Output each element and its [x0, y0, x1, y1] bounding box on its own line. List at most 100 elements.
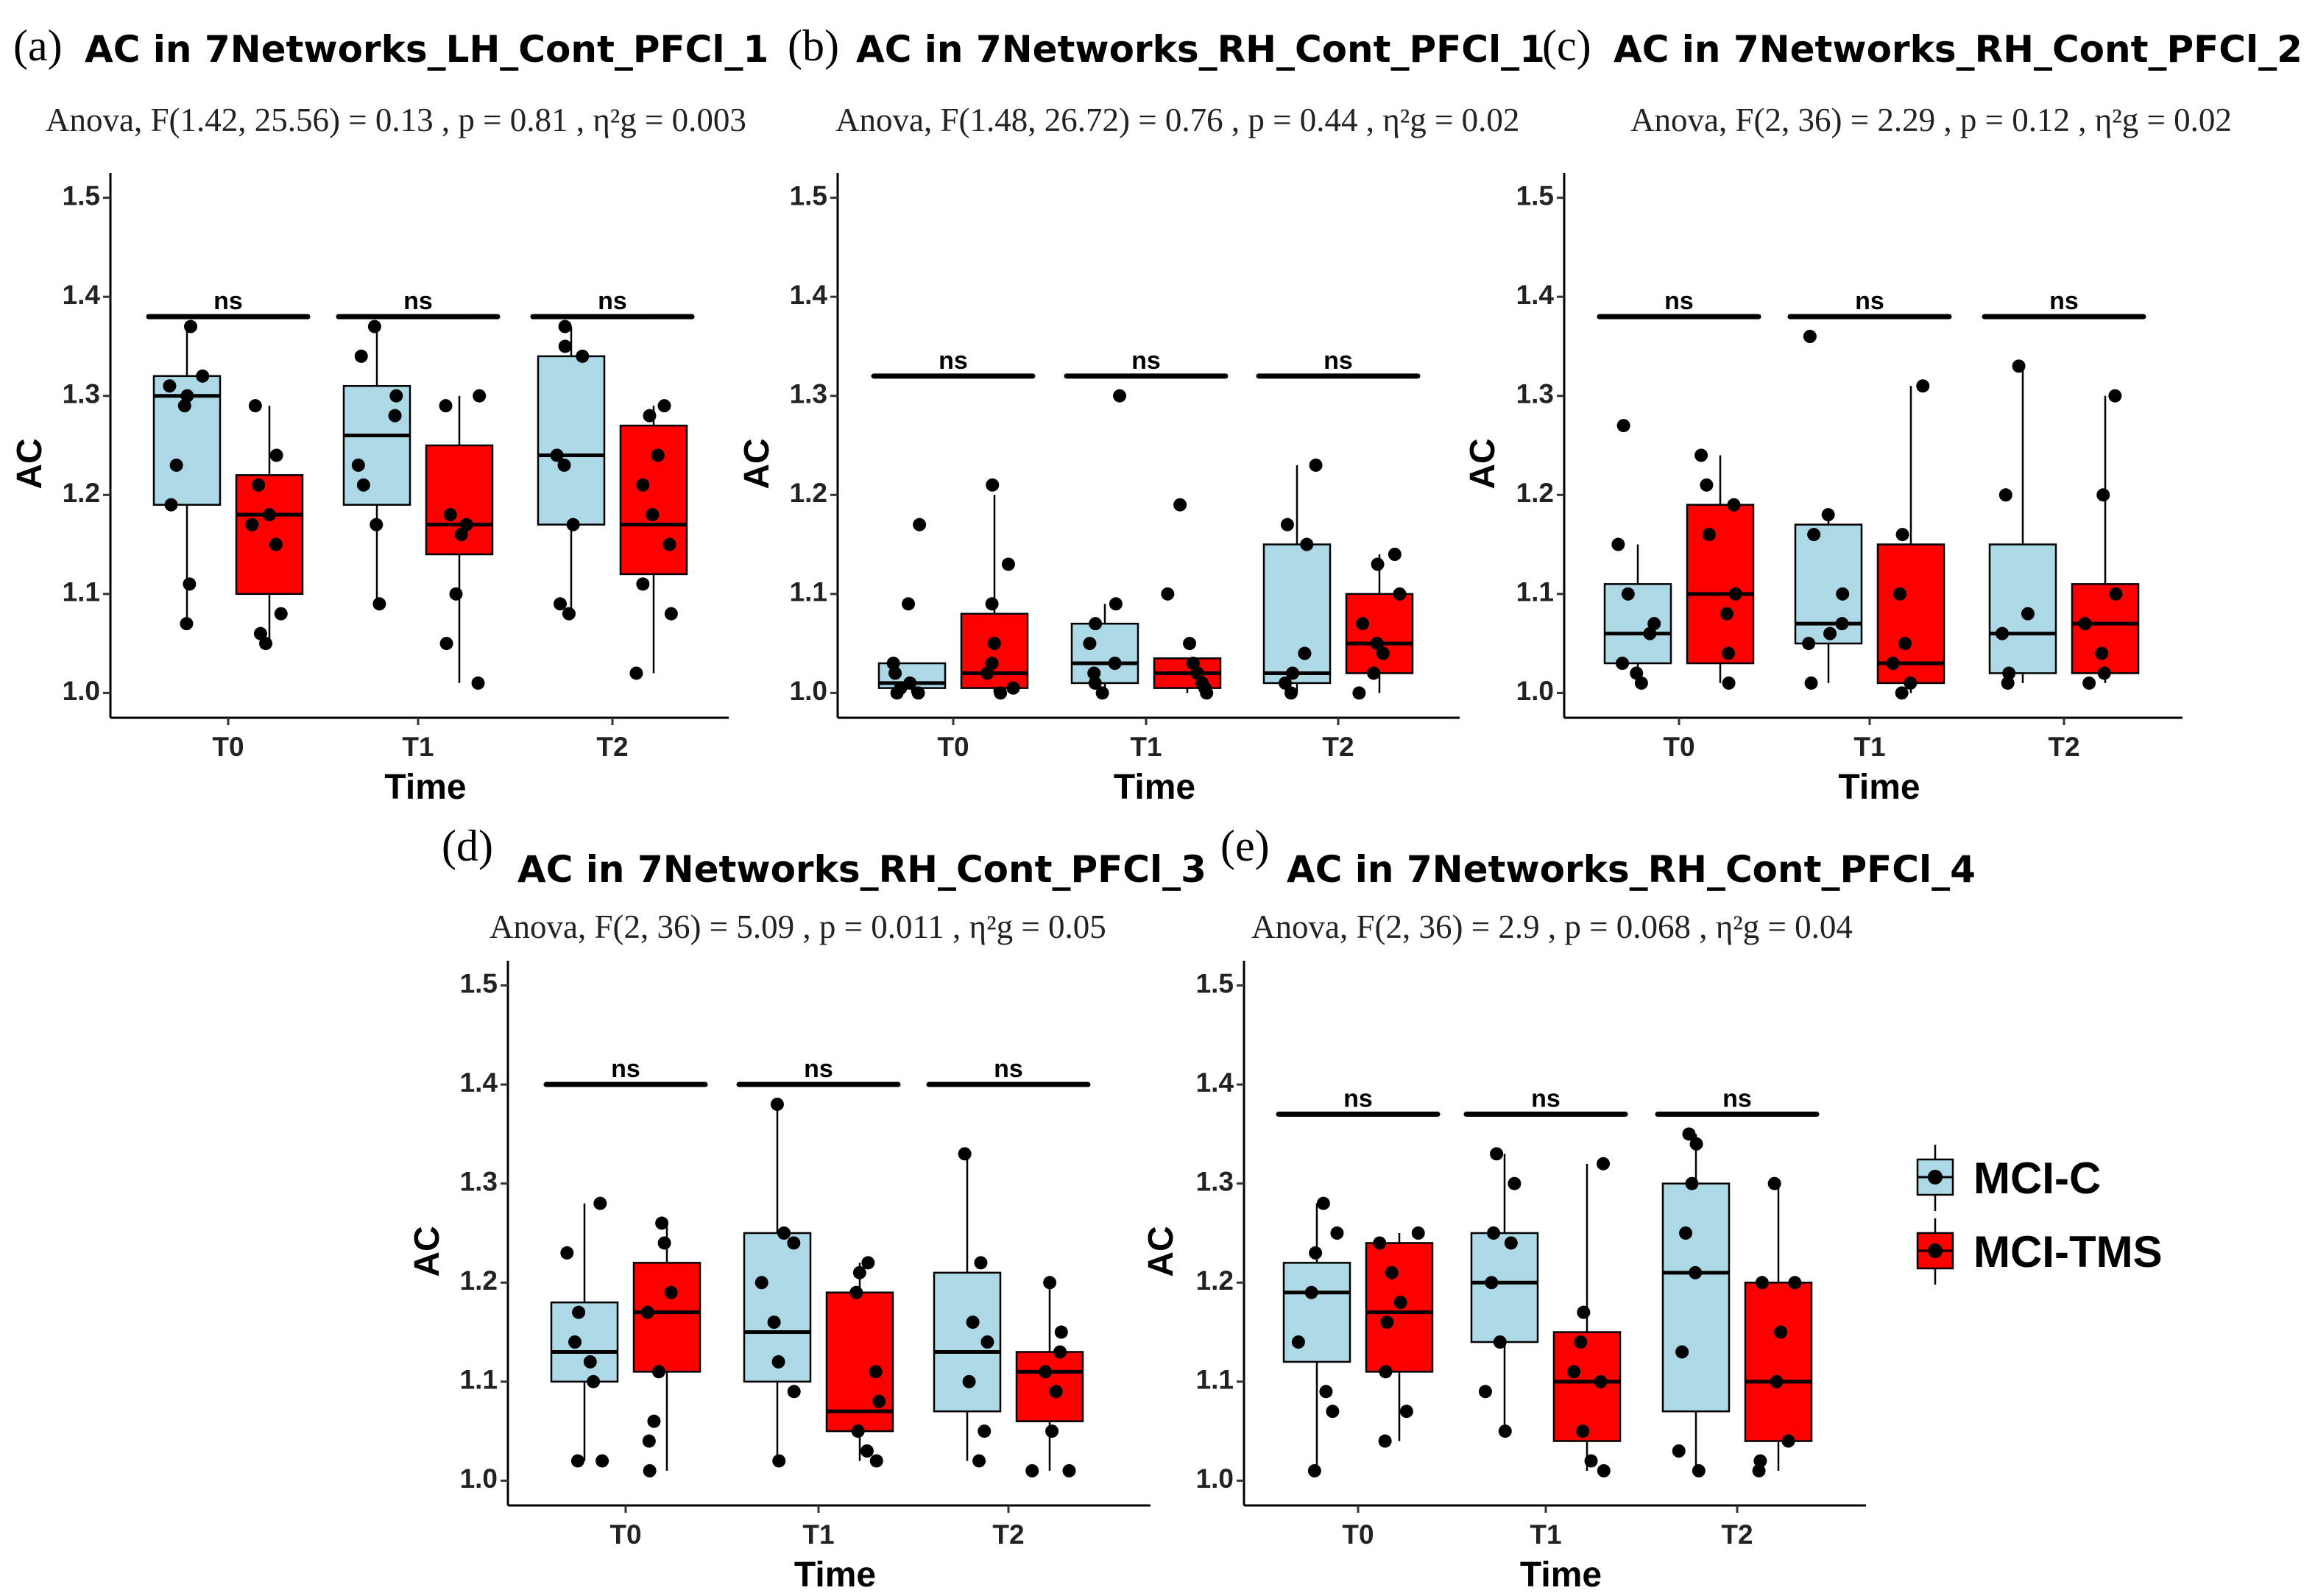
data-point-mci-c [1685, 1176, 1699, 1190]
sig-label: ns [804, 1055, 833, 1083]
data-point-mci-c [560, 1246, 574, 1260]
x-axis-label: Time [794, 1556, 876, 1595]
data-point-mci-tms [1727, 498, 1741, 512]
data-point-mci-c [1616, 419, 1630, 433]
data-point-mci-tms [1770, 1374, 1784, 1388]
data-point-mci-c [978, 1424, 992, 1438]
x-tick-label: T0 [937, 732, 969, 762]
y-tick-label: 1.3 [63, 379, 100, 409]
data-point-mci-tms [1702, 528, 1716, 542]
data-point-mci-tms [636, 478, 650, 492]
data-point-mci-tms [1700, 478, 1714, 492]
box-mci-c-T0 [1603, 583, 1672, 665]
data-point-mci-c [1508, 1176, 1521, 1190]
data-point-mci-c [903, 676, 917, 690]
data-point-mci-c [1821, 508, 1835, 522]
box-mci-c-T1 [1794, 523, 1863, 645]
data-point-mci-c [1279, 676, 1293, 690]
data-point-mci-c [595, 1454, 609, 1468]
chart-panel-4: (e) AC in 7Networks_RH_Cont_PFCl_4 Anova, … [1142, 822, 1976, 1595]
data-point-mci-tms [248, 399, 262, 413]
data-point-mci-c [1095, 686, 1109, 700]
data-point-mci-c [1309, 458, 1323, 472]
data-point-mci-tms [1755, 1276, 1769, 1290]
data-point-mci-tms [1043, 1276, 1057, 1290]
data-point-mci-c [163, 379, 177, 393]
x-tick-label: T2 [2048, 732, 2079, 762]
panel-label: (d) [442, 822, 493, 870]
data-point-mci-tms [664, 607, 678, 621]
y-tick-label: 1.2 [1516, 478, 1554, 508]
y-tick-label: 1.1 [1516, 577, 1554, 607]
data-point-mci-tms [1388, 548, 1402, 561]
data-point-mci-c [1803, 330, 1817, 343]
data-point-mci-tms [1576, 1424, 1590, 1438]
sig-label: ns [1855, 287, 1884, 315]
y-tick-label: 1.4 [460, 1067, 498, 1098]
data-point-mci-c [351, 458, 365, 472]
chart-title: AC in 7Networks_LH_Cont_PFCl_1 [85, 28, 768, 71]
anova-stat: Anova, F(1.42, 25.56) = 0.13 , p = 0.81 … [46, 102, 746, 138]
data-point-mci-tms [274, 607, 288, 621]
data-point-mci-c [1286, 666, 1300, 680]
data-point-mci-c [1490, 1147, 1504, 1161]
data-point-mci-c [1326, 1405, 1340, 1419]
data-point-mci-c [902, 597, 916, 611]
data-point-mci-c [771, 1355, 785, 1369]
chart-title: AC in 7Networks_RH_Cont_PFCl_4 [1287, 848, 1976, 891]
data-point-mci-c [196, 369, 210, 383]
data-point-mci-tms [642, 1434, 656, 1448]
data-point-mci-tms [2095, 646, 2109, 660]
box-mci-tms-T2 [619, 424, 688, 576]
y-tick-label: 1.4 [63, 280, 101, 310]
data-point-mci-c [886, 657, 900, 670]
data-point-mci-tms [1916, 379, 1930, 393]
chart-title: AC in 7Networks_RH_Cont_PFCl_3 [517, 848, 1206, 891]
data-point-mci-tms [471, 676, 485, 690]
data-point-mci-tms [1173, 498, 1187, 512]
data-point-mci-tms [1597, 1463, 1611, 1477]
data-point-mci-c [958, 1147, 972, 1161]
data-point-mci-c [1823, 626, 1837, 640]
y-axis-label: AC [10, 438, 49, 489]
data-point-mci-c [1682, 1127, 1696, 1141]
data-point-mci-c [1280, 518, 1294, 532]
data-point-mci-tms [655, 1216, 669, 1230]
data-point-mci-tms [1594, 1374, 1608, 1388]
data-point-mci-c [1802, 637, 1816, 651]
x-tick-label: T0 [609, 1519, 641, 1550]
y-tick-label: 1.5 [63, 180, 100, 211]
y-tick-label: 1.0 [63, 676, 100, 706]
data-point-mci-c [1487, 1226, 1501, 1240]
data-point-mci-tms [852, 1265, 866, 1279]
data-point-mci-c [1689, 1265, 1703, 1279]
data-point-mci-c [1998, 488, 2012, 502]
box-mci-tms-T2 [1744, 1282, 1813, 1442]
data-point-mci-tms [253, 626, 267, 640]
data-point-mci-tms [252, 478, 266, 492]
data-point-mci-tms [1898, 637, 1912, 651]
data-point-mci-c [777, 1226, 791, 1240]
data-point-mci-tms [1045, 1424, 1059, 1438]
data-point-mci-tms [651, 448, 665, 462]
y-tick-label: 1.5 [1196, 968, 1234, 998]
data-point-mci-tms [443, 508, 457, 522]
y-tick-label: 1.0 [790, 676, 827, 706]
data-point-mci-c [1807, 528, 1821, 542]
data-point-mci-tms [259, 637, 273, 651]
data-point-mci-tms [1722, 646, 1736, 660]
anova-stat: Anova, F(2, 36) = 5.09 , p = 0.011 , η²g… [489, 908, 1106, 945]
data-point-mci-tms [657, 399, 671, 413]
legend: MCI-C MCI-TMS [1916, 1145, 2163, 1285]
data-point-mci-c [1309, 1246, 1323, 1260]
box-mci-c-T2 [1262, 543, 1332, 685]
box-mci-tms-T0 [960, 612, 1029, 689]
data-point-mci-c [558, 339, 572, 353]
data-point-mci-c [770, 1098, 784, 1112]
x-axis-label: Time [1520, 1556, 1602, 1595]
data-point-mci-tms [2097, 666, 2111, 680]
data-point-mci-c [1689, 1137, 1703, 1151]
data-point-mci-tms [1195, 676, 1209, 690]
chart-panel-2: (c) AC in 7Networks_RH_Cont_PFCl_2 Anova, … [1463, 21, 2302, 807]
chart-panel-0: (a) AC in 7Networks_LH_Cont_PFCl_1 Anova, … [10, 21, 768, 807]
